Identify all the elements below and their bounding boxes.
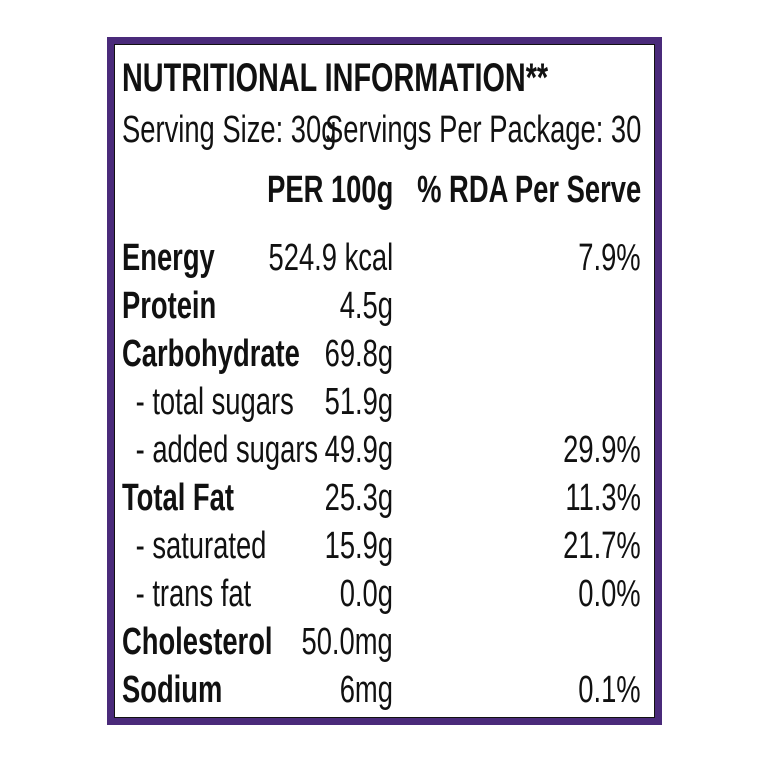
header-per100: PER 100g (266, 169, 393, 211)
nutrient-label: Energy (122, 237, 215, 279)
rda-value: 11.3% (565, 477, 641, 519)
nutrition-panel (107, 37, 662, 725)
rda-value: 21.7% (563, 525, 641, 567)
nutrient-label: Carbohydrate (122, 333, 300, 375)
nutrient-label: Cholesterol (122, 621, 273, 663)
per100-value: 50.0mg (301, 621, 393, 663)
rda-value: 0.1% (578, 669, 641, 711)
per100-value: 49.9g (324, 429, 393, 471)
nutrient-label: Protein (122, 285, 217, 327)
per100-value: 4.5g (339, 285, 393, 327)
panel-title: NUTRITIONAL INFORMATION** (122, 56, 549, 100)
header-rda: % RDA Per Serve (416, 169, 641, 211)
rda-value: 7.9% (578, 237, 641, 279)
servings-per-package: Servings Per Package: 30 (324, 109, 641, 151)
per100-value: 51.9g (324, 381, 393, 423)
nutrient-label: Sodium (122, 669, 223, 711)
rda-value: 0.0% (578, 573, 641, 615)
per100-value: 6mg (339, 669, 393, 711)
inner-border (114, 44, 655, 718)
serving-size: Serving Size: 30g (122, 109, 337, 151)
per100-value: 25.3g (324, 477, 393, 519)
per100-value: 15.9g (324, 525, 393, 567)
nutrient-label: - trans fat (128, 573, 252, 615)
per100-value: 69.8g (324, 333, 393, 375)
per100-value: 0.0g (339, 573, 393, 615)
rda-value: 29.9% (563, 429, 641, 471)
nutrient-label: - added sugars (128, 429, 319, 471)
per100-value: 524.9 kcal (268, 237, 393, 279)
nutrient-label: Total Fat (122, 477, 234, 519)
nutrient-label: - total sugars (128, 381, 294, 423)
nutrient-label: - saturated (128, 525, 267, 567)
